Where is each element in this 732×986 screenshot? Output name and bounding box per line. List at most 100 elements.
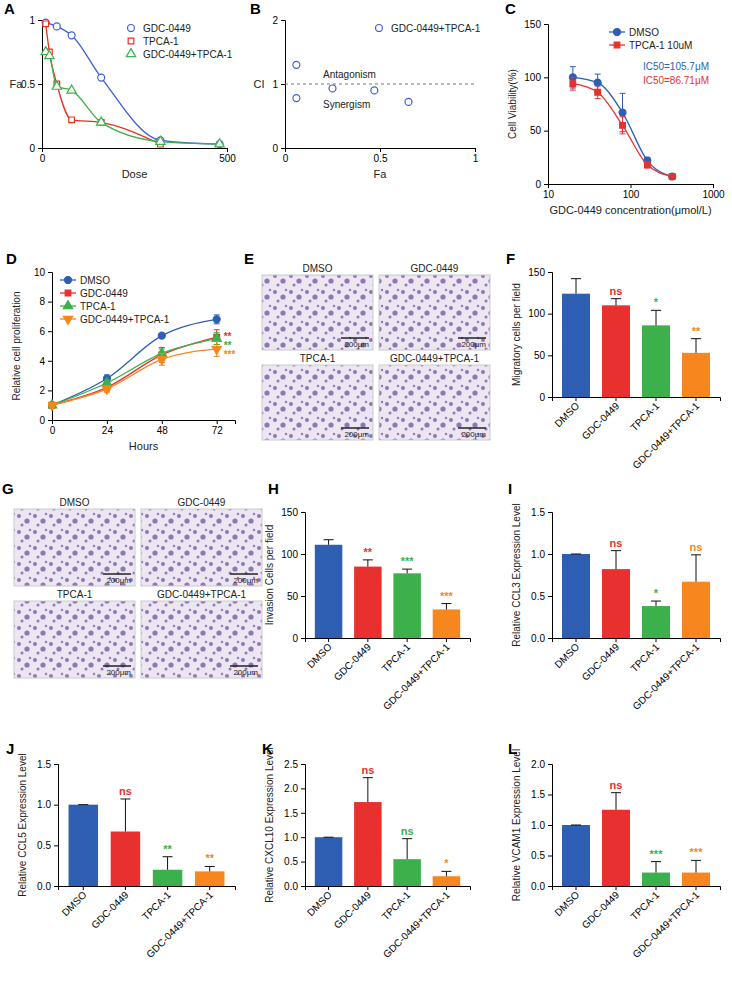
tick-mark [548, 596, 552, 597]
tick-label: 0 [535, 179, 541, 190]
panel: DMSO200μmGDC-0449200μmTPCA-1200μmGDC-044… [14, 497, 262, 678]
tick-label: 100 [281, 549, 298, 560]
data-point [620, 123, 626, 129]
x-axis: DMSOGDC-0449TPCA-1GDC-0449+TPCA-1 [59, 886, 236, 960]
tick: 2.0 [531, 759, 552, 770]
tick-label: GDC-0449+TPCA-1 [630, 400, 701, 471]
data-point [42, 19, 49, 26]
tick-mark [209, 886, 210, 890]
tick-label: 0.0 [284, 881, 298, 892]
tick-mark [48, 420, 52, 421]
annotation: IC50=86.71μM [643, 75, 709, 86]
bar [562, 294, 590, 397]
image-label: TPCA-1 [300, 353, 336, 364]
tick-mark [548, 764, 552, 765]
tick: 0 [50, 420, 56, 436]
tick-label: 2.0 [531, 759, 545, 770]
significance: * [654, 587, 659, 599]
error-bar [651, 862, 661, 873]
tick-mark [301, 886, 305, 887]
legend-marker [65, 277, 72, 284]
error-bar [691, 555, 701, 582]
tick-mark [548, 856, 552, 857]
data-point [102, 378, 111, 386]
axis-line [59, 887, 236, 891]
tick: GDC-0449 [332, 638, 374, 683]
tick-mark [548, 638, 552, 639]
tick-label: 0 [292, 633, 298, 644]
tick-mark [656, 886, 657, 890]
scale-bar-label: 200μm [106, 668, 131, 677]
axis-line [43, 149, 228, 153]
scale-bar [341, 337, 369, 339]
tick: GDC-0449+TPCA-1 [381, 886, 452, 960]
data-point [53, 23, 60, 30]
tick-label: 1.5 [531, 789, 545, 800]
tick-label: 50 [534, 350, 546, 361]
panel-label: I [508, 480, 512, 497]
legend-label: GDC-0449+TPCA-1 [80, 314, 170, 325]
tick-label: 2 [272, 15, 278, 26]
tick-mark [548, 886, 552, 887]
data-point [97, 117, 106, 125]
tick-label: 2.0 [284, 783, 298, 794]
tick-mark [54, 845, 58, 846]
bar [562, 554, 590, 638]
tick-mark [616, 886, 617, 890]
tick-mark [544, 24, 548, 25]
y-axis-title: Relative cell proliferation [11, 292, 22, 401]
bar [393, 859, 421, 886]
panel-label: D [6, 250, 17, 267]
tick: 0 [539, 392, 552, 403]
tick-label: TPCA-1 [380, 889, 413, 922]
tick-mark [544, 131, 548, 132]
tick-mark [367, 886, 368, 890]
significance: *** [401, 555, 415, 567]
tick-label: 150 [281, 507, 298, 518]
tick: DMSO [552, 638, 581, 670]
axis-line [548, 765, 553, 887]
error-bar [363, 778, 373, 802]
data-point [212, 333, 221, 341]
y-axis: 0.00.51.01.5 [37, 759, 58, 892]
tick-label: DMSO [305, 641, 334, 670]
image-label: GDC-0449+TPCA-1 [390, 353, 480, 364]
panel: 050100150DMSOGDC-0449TPCA-1GDC-0449+TPCA… [264, 507, 471, 712]
tick: 2.5 [284, 759, 305, 770]
tick-mark [446, 638, 447, 642]
tick: 4 [39, 356, 52, 367]
legend: DMSOGDC-0449TPCA-1GDC-0449+TPCA-1 [60, 275, 170, 325]
y-axis-title: Relative CXCL10 Expression Level [264, 747, 275, 903]
bar [433, 609, 461, 638]
micrograph [379, 365, 490, 440]
error-bar [651, 310, 661, 325]
tick-mark [301, 512, 305, 513]
tick: 1 [29, 15, 42, 26]
tick: 2 [39, 385, 52, 396]
data-point [570, 81, 576, 87]
data-point [645, 162, 651, 168]
tick: 150 [524, 19, 548, 30]
tick: GDC-0449 [580, 397, 622, 442]
error-bar [214, 315, 220, 324]
tick-mark [285, 148, 286, 152]
data-point [212, 346, 221, 354]
significance: * [654, 296, 659, 308]
tick: GDC-0449+TPCA-1 [630, 886, 701, 960]
x-axis: DMSOGDC-0449TPCA-1GDC-0449+TPCA-1 [552, 397, 720, 471]
error-bar [571, 279, 581, 294]
panel: 0.00.51.01.5DMSOGDC-0449TPCA-1GDC-0449+T… [17, 753, 236, 960]
tick-mark [367, 638, 368, 642]
tick-mark [576, 886, 577, 890]
legend-label: DMSO [80, 275, 110, 286]
axis-line [306, 639, 471, 643]
y-axis: 012 [272, 15, 285, 154]
y-axis: 050100150 [524, 19, 548, 190]
tick: TPCA-1 [628, 638, 661, 674]
tick-mark [548, 184, 549, 188]
x-axis: DMSOGDC-0449TPCA-1GDC-0449+TPCA-1 [305, 638, 471, 712]
error-bar [571, 554, 581, 555]
tick-label: GDC-0449 [332, 889, 374, 931]
tick-mark [616, 638, 617, 642]
plot-area [315, 540, 460, 638]
